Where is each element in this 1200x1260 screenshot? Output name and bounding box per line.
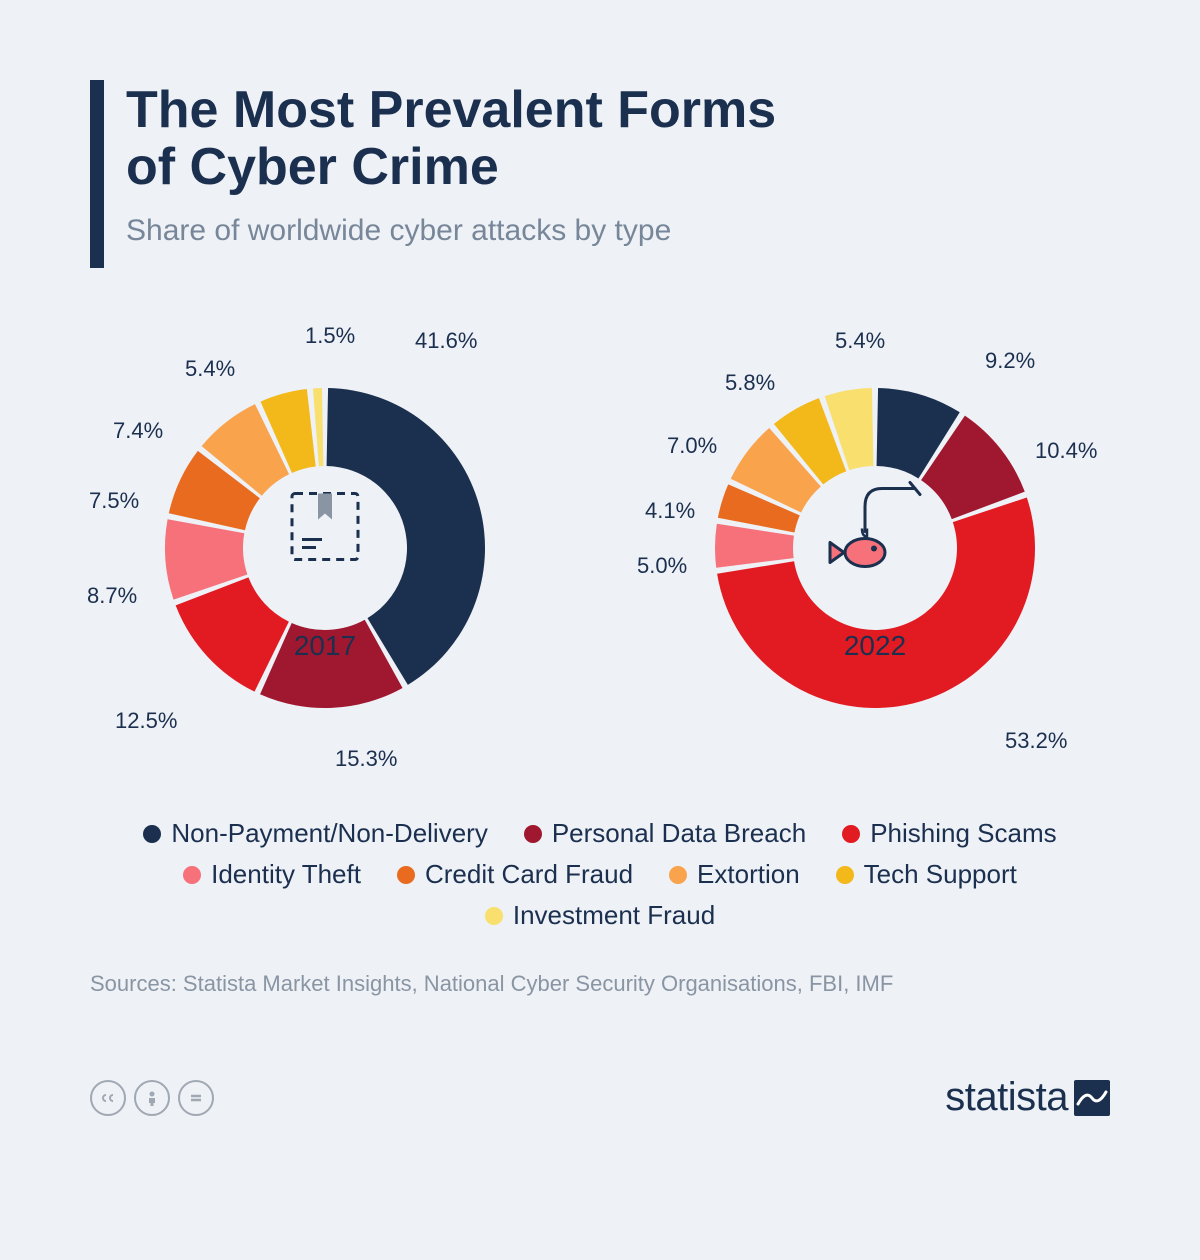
- legend: Non-Payment/Non-Delivery Personal Data Br…: [120, 818, 1080, 931]
- legend-dot: [842, 825, 860, 843]
- charts-row: 2017 41.6% 15.3% 12.5% 8.7% 7.5% 7.4% 5.4% 1.5%…: [60, 308, 1140, 788]
- pct-label: 15.3%: [335, 746, 397, 772]
- footer: statista: [90, 1075, 1110, 1120]
- statista-wave-icon: [1074, 1080, 1110, 1116]
- legend-item: Personal Data Breach: [524, 818, 806, 849]
- title-line-2: of Cyber Crime: [126, 139, 776, 196]
- legend-label: Identity Theft: [211, 859, 361, 890]
- legend-item: Tech Support: [836, 859, 1017, 890]
- legend-item: Extortion: [669, 859, 800, 890]
- title-block: The Most Prevalent Forms of Cyber Crime …: [126, 80, 776, 248]
- pct-label: 53.2%: [1005, 728, 1067, 754]
- legend-item: Phishing Scams: [842, 818, 1056, 849]
- pct-label: 4.1%: [645, 498, 695, 524]
- pct-label: 7.0%: [667, 433, 717, 459]
- pct-label: 1.5%: [305, 323, 355, 349]
- pct-label: 7.4%: [113, 418, 163, 444]
- pct-label: 5.4%: [185, 356, 235, 382]
- donut-slice: [715, 524, 794, 568]
- pct-label: 8.7%: [87, 583, 137, 609]
- infographic-container: The Most Prevalent Forms of Cyber Crime …: [60, 60, 1140, 1140]
- donut-chart-2022: 2022 9.2% 10.4% 53.2% 5.0% 4.1% 7.0% 5.8% 5.4%: [625, 308, 1125, 788]
- legend-label: Extortion: [697, 859, 800, 890]
- donut-slice: [313, 388, 323, 466]
- legend-label: Non-Payment/Non-Delivery: [171, 818, 487, 849]
- pct-label: 5.0%: [637, 553, 687, 579]
- legend-item: Non-Payment/Non-Delivery: [143, 818, 487, 849]
- subtitle: Share of worldwide cyber attacks by type: [126, 214, 776, 248]
- legend-dot: [524, 825, 542, 843]
- year-label: 2017: [294, 630, 356, 662]
- legend-item: Identity Theft: [183, 859, 361, 890]
- brand-text: statista: [945, 1075, 1068, 1120]
- cc-icon: [90, 1080, 126, 1116]
- legend-dot: [183, 866, 201, 884]
- legend-dot: [836, 866, 854, 884]
- legend-dot: [669, 866, 687, 884]
- legend-label: Investment Fraud: [513, 900, 715, 931]
- accent-bar: [90, 80, 104, 268]
- year-label: 2022: [844, 630, 906, 662]
- pct-label: 5.8%: [725, 370, 775, 396]
- legend-label: Personal Data Breach: [552, 818, 806, 849]
- cc-license-icons: [90, 1080, 214, 1116]
- statista-logo: statista: [945, 1075, 1110, 1120]
- legend-item: Credit Card Fraud: [397, 859, 633, 890]
- phishing-icon: [820, 476, 930, 581]
- package-icon: [280, 481, 370, 576]
- pct-label: 9.2%: [985, 348, 1035, 374]
- donut-chart-2017: 2017 41.6% 15.3% 12.5% 8.7% 7.5% 7.4% 5.4% 1.5%: [75, 308, 575, 788]
- title-line-1: The Most Prevalent Forms: [126, 82, 776, 139]
- legend-dot: [397, 866, 415, 884]
- pct-label: 12.5%: [115, 708, 177, 734]
- legend-dot: [485, 907, 503, 925]
- legend-dot: [143, 825, 161, 843]
- by-icon: [134, 1080, 170, 1116]
- sources-text: Sources: Statista Market Insights, Natio…: [90, 971, 1110, 997]
- pct-label: 10.4%: [1035, 438, 1097, 464]
- legend-label: Phishing Scams: [870, 818, 1056, 849]
- header: The Most Prevalent Forms of Cyber Crime …: [60, 60, 1140, 268]
- legend-item: Investment Fraud: [485, 900, 715, 931]
- legend-label: Credit Card Fraud: [425, 859, 633, 890]
- pct-label: 7.5%: [89, 488, 139, 514]
- pct-label: 41.6%: [415, 328, 477, 354]
- nd-icon: [178, 1080, 214, 1116]
- pct-label: 5.4%: [835, 328, 885, 354]
- legend-label: Tech Support: [864, 859, 1017, 890]
